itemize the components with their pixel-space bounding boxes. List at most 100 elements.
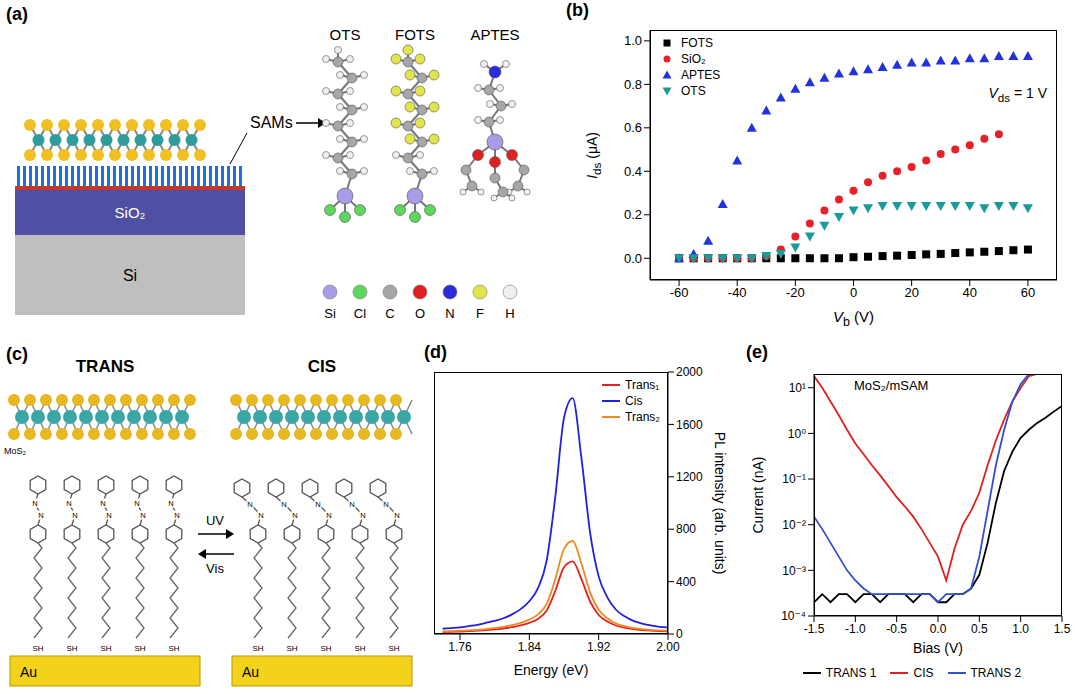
html-text:Vds= 1 V: Vds= 1 V bbox=[988, 85, 1047, 104]
html-text:(μA): (μA) bbox=[583, 131, 600, 163]
svg-text:0.4: 0.4 bbox=[624, 164, 642, 179]
svg-text:N: N bbox=[174, 511, 179, 520]
svg-text:0.2: 0.2 bbox=[624, 207, 642, 222]
svg-text:0.0: 0.0 bbox=[930, 622, 947, 636]
svg-text:N: N bbox=[140, 511, 145, 520]
svg-text:N: N bbox=[281, 500, 286, 509]
svg-text:0.6: 0.6 bbox=[624, 120, 642, 135]
svg-text:1.76: 1.76 bbox=[448, 640, 472, 654]
html-text:MoS₂/mSAM: MoS₂/mSAM bbox=[854, 378, 929, 393]
svg-text:N: N bbox=[106, 511, 111, 520]
svg-text:Cl: Cl bbox=[354, 306, 366, 321]
svg-text:10⁻⁴: 10⁻⁴ bbox=[781, 609, 806, 623]
svg-text:N: N bbox=[383, 500, 388, 509]
html-text:(d): (d) bbox=[424, 342, 447, 362]
html-text:Bias (V): Bias (V) bbox=[913, 640, 963, 656]
svg-text:1600: 1600 bbox=[676, 418, 703, 432]
svg-text:10⁰: 10⁰ bbox=[788, 427, 806, 441]
svg-text:(c): (c) bbox=[6, 344, 28, 364]
svg-text:1200: 1200 bbox=[676, 470, 703, 484]
svg-text:60: 60 bbox=[1021, 285, 1035, 300]
svg-text:OTS: OTS bbox=[330, 26, 361, 43]
svg-text:N: N bbox=[100, 499, 105, 508]
svg-text:SH: SH bbox=[320, 644, 331, 653]
svg-text:SH: SH bbox=[252, 644, 263, 653]
svg-text:F: F bbox=[476, 306, 484, 321]
svg-text:40: 40 bbox=[963, 285, 977, 300]
svg-text:Si: Si bbox=[123, 267, 137, 284]
html-text:PL intensity (arb. units): PL intensity (arb. units) bbox=[712, 431, 728, 575]
svg-text:(a): (a) bbox=[6, 4, 28, 24]
svg-text:N: N bbox=[445, 306, 454, 321]
svg-text:SH: SH bbox=[168, 644, 179, 653]
svg-text:N: N bbox=[349, 500, 354, 509]
svg-text:SiO₂: SiO₂ bbox=[115, 204, 146, 221]
svg-text:0: 0 bbox=[850, 285, 857, 300]
html-text:(e): (e) bbox=[746, 342, 768, 362]
svg-text:SH: SH bbox=[32, 644, 43, 653]
svg-text:2000: 2000 bbox=[676, 365, 703, 379]
svg-text:APTES: APTES bbox=[470, 26, 519, 43]
html-text:Vb(V): Vb(V) bbox=[832, 308, 875, 329]
svg-text:N: N bbox=[292, 511, 297, 520]
svg-text:1.0: 1.0 bbox=[1012, 622, 1029, 636]
svg-text:SH: SH bbox=[354, 644, 365, 653]
svg-text:Au: Au bbox=[20, 664, 37, 680]
svg-text:O: O bbox=[415, 306, 425, 321]
svg-text:N: N bbox=[247, 500, 252, 509]
html-text:FOTS: FOTS bbox=[681, 36, 713, 50]
svg-text:N: N bbox=[315, 500, 320, 509]
svg-text:20: 20 bbox=[904, 285, 918, 300]
svg-text:N: N bbox=[72, 511, 77, 520]
svg-text:-40: -40 bbox=[728, 285, 747, 300]
svg-text:CIS: CIS bbox=[308, 357, 336, 376]
html-text:(b): (b) bbox=[566, 0, 589, 20]
svg-text:SH: SH bbox=[388, 644, 399, 653]
svg-text:1.92: 1.92 bbox=[587, 640, 611, 654]
svg-text:0.0: 0.0 bbox=[624, 251, 642, 266]
svg-text:-20: -20 bbox=[786, 285, 805, 300]
svg-text:0: 0 bbox=[676, 627, 683, 641]
svg-text:N: N bbox=[32, 499, 37, 508]
svg-text:N: N bbox=[168, 499, 173, 508]
svg-text:FOTS: FOTS bbox=[395, 26, 435, 43]
svg-text:800: 800 bbox=[676, 522, 696, 536]
svg-text:0.8: 0.8 bbox=[624, 77, 642, 92]
svg-text:-60: -60 bbox=[670, 285, 689, 300]
html-text:Energy (eV): Energy (eV) bbox=[513, 662, 589, 678]
svg-text:1.0: 1.0 bbox=[624, 33, 642, 48]
svg-text:N: N bbox=[326, 511, 331, 520]
svg-text:TRANS: TRANS bbox=[76, 357, 135, 376]
html-text:Current (nA): Current (nA) bbox=[750, 456, 766, 534]
svg-text:C: C bbox=[385, 306, 394, 321]
svg-text:-1.5: -1.5 bbox=[804, 622, 825, 636]
svg-text:-0.5: -0.5 bbox=[886, 622, 907, 636]
svg-text:Si: Si bbox=[324, 306, 336, 321]
svg-text:400: 400 bbox=[676, 575, 696, 589]
svg-text:N: N bbox=[258, 511, 263, 520]
svg-text:N: N bbox=[134, 499, 139, 508]
svg-text:10⁻²: 10⁻² bbox=[782, 518, 806, 532]
svg-text:MoS₂: MoS₂ bbox=[4, 446, 27, 456]
svg-text:2.00: 2.00 bbox=[656, 640, 680, 654]
svg-text:H: H bbox=[505, 306, 514, 321]
svg-text:SH: SH bbox=[286, 644, 297, 653]
svg-text:SH: SH bbox=[100, 644, 111, 653]
svg-text:1.5: 1.5 bbox=[1054, 622, 1071, 636]
svg-text:10⁻³: 10⁻³ bbox=[782, 564, 806, 578]
svg-text:N: N bbox=[66, 499, 71, 508]
svg-text:N: N bbox=[394, 511, 399, 520]
svg-text:10¹: 10¹ bbox=[789, 381, 806, 395]
svg-text:-1.0: -1.0 bbox=[845, 622, 866, 636]
svg-text:N: N bbox=[360, 511, 365, 520]
svg-text:N: N bbox=[38, 511, 43, 520]
svg-text:Au: Au bbox=[242, 664, 259, 680]
svg-text:1.84: 1.84 bbox=[518, 640, 542, 654]
svg-text:Vis: Vis bbox=[206, 561, 224, 576]
svg-text:0.5: 0.5 bbox=[971, 622, 988, 636]
svg-text:UV: UV bbox=[206, 513, 224, 528]
svg-text:SH: SH bbox=[134, 644, 145, 653]
svg-text:SAMs: SAMs bbox=[250, 114, 293, 131]
svg-text:10⁻¹: 10⁻¹ bbox=[782, 472, 806, 486]
svg-text:SH: SH bbox=[66, 644, 77, 653]
